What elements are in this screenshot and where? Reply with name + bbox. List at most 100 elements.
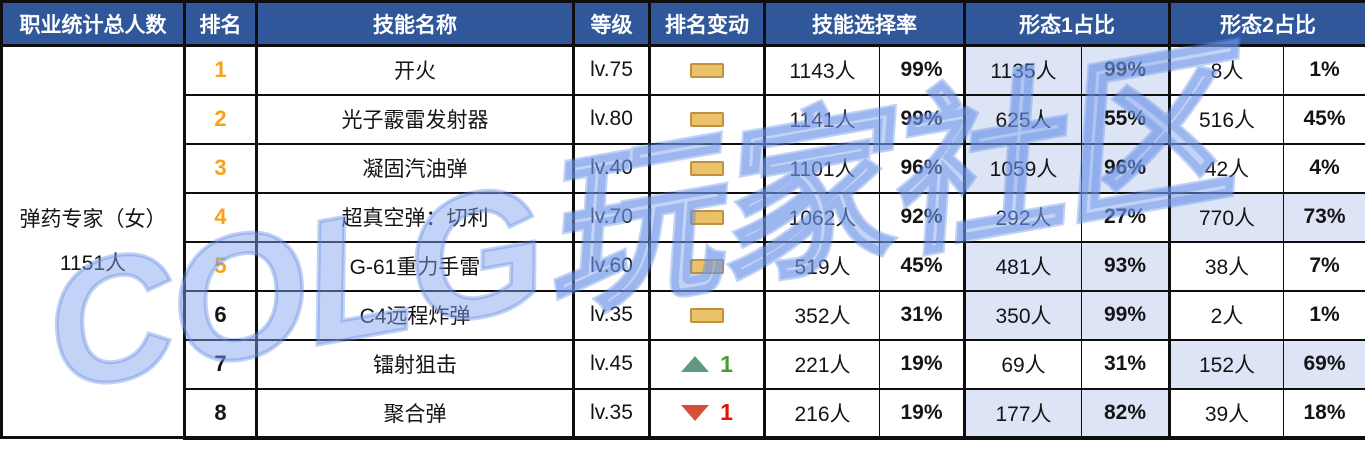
form1-pct-cell: 93% [1081, 240, 1170, 292]
form2-count-cell: 516人 [1168, 93, 1284, 145]
header-form1-ratio: 形态1占比 [963, 0, 1170, 47]
header-pick-rate: 技能选择率 [763, 0, 965, 47]
header-row: 职业统计总人数 排名 技能名称 等级 排名变动 技能选择率 形态1占比 形态2占… [0, 0, 1365, 47]
pick-count-cell: 1062人 [763, 191, 880, 243]
pick-pct-cell: 31% [879, 289, 965, 341]
rank-cell: 1 [183, 44, 257, 96]
form1-count-cell: 1135人 [963, 44, 1082, 96]
skill-name-cell: 光子霰雷发射器 [255, 93, 574, 145]
form2-pct-cell: 4% [1283, 142, 1365, 194]
form2-count-cell: 2人 [1168, 289, 1284, 341]
form2-count-cell: 42人 [1168, 142, 1284, 194]
form1-pct-cell: 31% [1081, 338, 1170, 390]
pick-pct-cell: 96% [879, 142, 965, 194]
rank-cell: 5 [183, 240, 257, 292]
header-skill-name: 技能名称 [255, 0, 574, 47]
rank-change-cell: 1 [648, 387, 765, 440]
pick-count-cell: 1143人 [763, 44, 880, 96]
pick-pct-cell: 19% [879, 338, 965, 390]
form1-count-cell: 481人 [963, 240, 1082, 292]
table-row: 7 镭射狙击 lv.45 1 221人 19% 69人 31% 152人 69% [2, 338, 1365, 390]
form2-pct-cell: 1% [1283, 44, 1365, 96]
level-cell: lv.40 [572, 142, 650, 194]
form1-pct-cell: 96% [1081, 142, 1170, 194]
table-row: 5 G-61重力手雷 lv.60 519人 45% 481人 93% 38人 7… [2, 240, 1365, 292]
form2-pct-cell: 69% [1283, 338, 1365, 390]
form2-count-cell: 770人 [1168, 191, 1284, 243]
form1-pct-cell: 99% [1081, 289, 1170, 341]
header-form2-ratio: 形态2占比 [1168, 0, 1365, 47]
rank-change-cell [648, 93, 765, 145]
skill-name-cell: 凝固汽油弹 [255, 142, 574, 194]
triangle-up-icon [681, 356, 710, 372]
pick-count-cell: 221人 [763, 338, 880, 390]
skill-name-cell: C4远程炸弹 [255, 289, 574, 341]
form2-count-cell: 39人 [1168, 387, 1284, 440]
rank-change-cell [648, 191, 765, 243]
form2-count-cell: 8人 [1168, 44, 1284, 96]
skill-statistics-table: 职业统计总人数 排名 技能名称 等级 排名变动 技能选择率 形态1占比 形态2占… [0, 0, 1365, 440]
level-cell: lv.35 [572, 387, 650, 440]
level-cell: lv.80 [572, 93, 650, 145]
rank-cell: 2 [183, 93, 257, 145]
level-cell: lv.45 [572, 338, 650, 390]
table-row: 6 C4远程炸弹 lv.35 352人 31% 350人 99% 2人 1% [2, 289, 1365, 341]
skill-name-cell: G-61重力手雷 [255, 240, 574, 292]
skill-name-cell: 镭射狙击 [255, 338, 574, 390]
form1-pct-cell: 82% [1081, 387, 1170, 440]
level-cell: lv.75 [572, 44, 650, 96]
rank-change-value: 1 [720, 350, 733, 377]
table-row: 2 光子霰雷发射器 lv.80 1141人 99% 625人 55% 516人 … [2, 93, 1365, 145]
class-total-text: 1151人 [59, 251, 127, 275]
header-rank: 排名 [183, 0, 257, 47]
rank-change-cell [648, 289, 765, 341]
form2-pct-cell: 18% [1283, 387, 1365, 440]
form2-pct-cell: 1% [1283, 289, 1365, 341]
skill-name-cell: 开火 [255, 44, 574, 96]
rank-change-cell [648, 142, 765, 194]
rank-cell: 4 [183, 191, 257, 243]
level-cell: lv.60 [572, 240, 650, 292]
pick-count-cell: 352人 [763, 289, 880, 341]
pick-count-cell: 519人 [763, 240, 880, 292]
form2-count-cell: 152人 [1168, 338, 1284, 390]
rank-cell: 7 [183, 338, 257, 390]
dash-icon [690, 209, 724, 225]
table-row: 弹药专家（女） 1151人 1 开火 lv.75 1143人 99% 1135人… [0, 44, 1365, 439]
pick-pct-cell: 92% [879, 191, 965, 243]
header-level: 等级 [572, 0, 650, 47]
pick-count-cell: 1141人 [763, 93, 880, 145]
form1-pct-cell: 99% [1081, 44, 1170, 96]
header-class-total: 职业统计总人数 [0, 0, 185, 47]
dash-icon [690, 111, 724, 127]
pick-pct-cell: 99% [879, 44, 965, 96]
rank-cell: 3 [183, 142, 257, 194]
class-name-text: 弹药专家（女） [19, 207, 167, 231]
dash-icon [690, 258, 724, 274]
pick-pct-cell: 45% [879, 240, 965, 292]
form1-count-cell: 350人 [963, 289, 1082, 341]
form2-pct-cell: 73% [1283, 191, 1365, 243]
form2-pct-cell: 45% [1283, 93, 1365, 145]
rank-change-cell: 1 [648, 338, 765, 390]
dash-icon [690, 63, 724, 79]
form1-count-cell: 625人 [963, 93, 1082, 145]
dash-icon [690, 307, 724, 323]
level-cell: lv.35 [572, 289, 650, 341]
table-row: 4 超真空弹：切利 lv.70 1062人 92% 292人 27% 770人 … [2, 191, 1365, 243]
skill-name-cell: 超真空弹：切利 [255, 191, 574, 243]
form1-pct-cell: 27% [1081, 191, 1170, 243]
table-row: 3 凝固汽油弹 lv.40 1101人 96% 1059人 96% 42人 4% [2, 142, 1365, 194]
form1-count-cell: 1059人 [963, 142, 1082, 194]
level-cell: lv.70 [572, 191, 650, 243]
form1-count-cell: 292人 [963, 191, 1082, 243]
form1-count-cell: 177人 [963, 387, 1082, 440]
pick-pct-cell: 99% [879, 93, 965, 145]
header-rank-change: 排名变动 [648, 0, 765, 47]
pick-count-cell: 216人 [763, 387, 880, 440]
rank-cell: 8 [183, 387, 257, 440]
rank-change-cell [648, 44, 765, 96]
table-row: 8 聚合弹 lv.35 1 216人 19% 177人 82% 39人 18% [2, 387, 1365, 440]
form2-count-cell: 38人 [1168, 240, 1284, 292]
form2-pct-cell: 7% [1283, 240, 1365, 292]
